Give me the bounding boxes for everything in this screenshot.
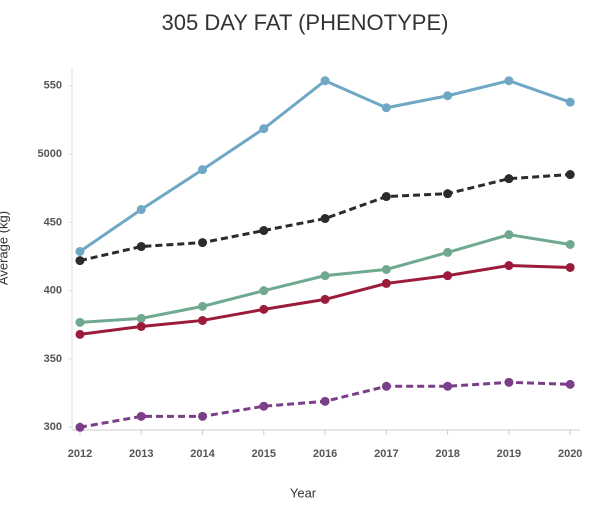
point xyxy=(381,192,391,202)
x-tick-label: 2017 xyxy=(374,448,398,460)
point xyxy=(504,261,514,271)
point xyxy=(198,301,208,311)
point xyxy=(381,278,391,288)
point xyxy=(136,242,146,252)
point xyxy=(504,174,514,184)
point xyxy=(443,271,453,281)
point xyxy=(259,226,269,236)
point xyxy=(565,97,575,107)
point xyxy=(75,246,85,256)
point xyxy=(198,411,208,421)
point xyxy=(320,271,330,281)
x-axis-label: Year xyxy=(290,485,317,500)
point xyxy=(381,264,391,274)
series-line xyxy=(79,78,571,253)
point xyxy=(443,189,453,199)
point xyxy=(565,170,575,180)
x-tick-label: 2018 xyxy=(435,448,459,460)
point xyxy=(381,103,391,113)
point xyxy=(565,262,575,272)
x-tick-label: 2013 xyxy=(129,448,153,460)
point xyxy=(504,76,514,86)
chart-title: 305 DAY FAT (PHENOTYPE) xyxy=(162,10,449,35)
point xyxy=(75,329,85,339)
point xyxy=(320,214,330,224)
point xyxy=(381,381,391,391)
point xyxy=(136,411,146,421)
x-tick-label: 2020 xyxy=(558,448,582,460)
y-tick-label: 300 xyxy=(44,421,62,433)
point xyxy=(504,230,514,240)
point xyxy=(443,247,453,257)
point xyxy=(198,165,208,175)
point xyxy=(75,317,85,327)
x-tick-label: 2012 xyxy=(68,448,92,460)
y-tick-label: 450 xyxy=(44,216,62,228)
y-tick-label: 5000 xyxy=(38,148,62,160)
point xyxy=(320,294,330,304)
x-tick-label: 2019 xyxy=(497,448,521,460)
point xyxy=(75,256,85,266)
x-tick-label: 2016 xyxy=(313,448,337,460)
point xyxy=(259,286,269,296)
x-tick-label: 2014 xyxy=(190,448,215,460)
point xyxy=(320,76,330,86)
point xyxy=(259,304,269,314)
point xyxy=(565,379,575,389)
point xyxy=(443,381,453,391)
point xyxy=(136,313,146,323)
point xyxy=(75,422,85,432)
y-axis-label: Average (kg) xyxy=(0,211,10,285)
point xyxy=(198,238,208,248)
point xyxy=(136,205,146,215)
series-line xyxy=(79,173,571,263)
point xyxy=(259,124,269,134)
y-tick-label: 350 xyxy=(44,353,62,365)
point xyxy=(136,321,146,331)
point xyxy=(259,401,269,411)
point xyxy=(504,377,514,387)
point xyxy=(320,396,330,406)
point xyxy=(565,239,575,249)
y-tick-label: 400 xyxy=(44,285,62,297)
x-tick-label: 2015 xyxy=(252,448,276,460)
point xyxy=(443,91,453,101)
y-tick-label: 550 xyxy=(44,80,62,92)
point xyxy=(198,315,208,325)
